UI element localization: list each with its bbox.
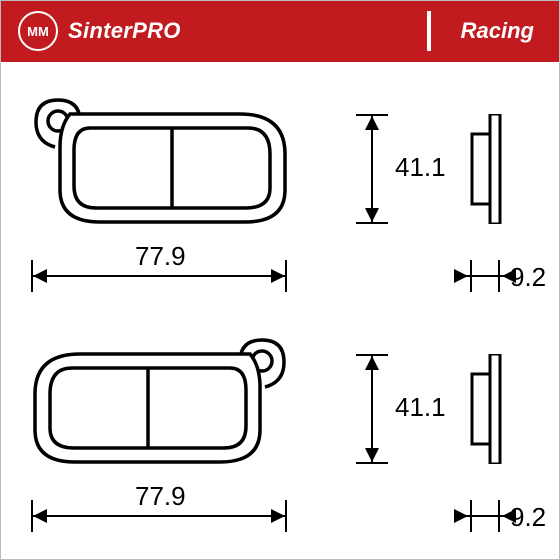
thickness-label: 9.2 <box>510 262 546 293</box>
width-label: 77.9 <box>135 481 186 512</box>
category-title: Racing <box>461 18 534 44</box>
pad-row: 77.9 41.1 9.2 <box>0 74 560 314</box>
header-left: MM SinterPRO <box>18 11 181 51</box>
header: MM SinterPRO Racing <box>0 0 560 62</box>
brake-pad-front-view <box>30 332 290 477</box>
width-label: 77.9 <box>135 241 186 272</box>
diagram-area: 77.9 41.1 9.2 <box>0 62 560 560</box>
brand-logo-text: MM <box>27 24 49 39</box>
thickness-dimension <box>454 266 516 286</box>
height-dimension <box>362 354 382 464</box>
height-dimension <box>362 114 382 224</box>
thickness-label: 9.2 <box>510 502 546 533</box>
brake-pad-side-view <box>466 354 506 464</box>
height-label: 41.1 <box>395 152 446 183</box>
thickness-dimension <box>454 506 516 526</box>
pad-row: 77.9 41.1 9.2 <box>0 314 560 554</box>
height-label: 41.1 <box>395 392 446 423</box>
brake-pad-front-view <box>30 92 290 237</box>
header-divider <box>427 11 431 51</box>
product-title: SinterPRO <box>68 18 181 44</box>
diagram-container: MM SinterPRO Racing <box>0 0 560 560</box>
brand-logo-icon: MM <box>18 11 58 51</box>
brake-pad-side-view <box>466 114 506 224</box>
